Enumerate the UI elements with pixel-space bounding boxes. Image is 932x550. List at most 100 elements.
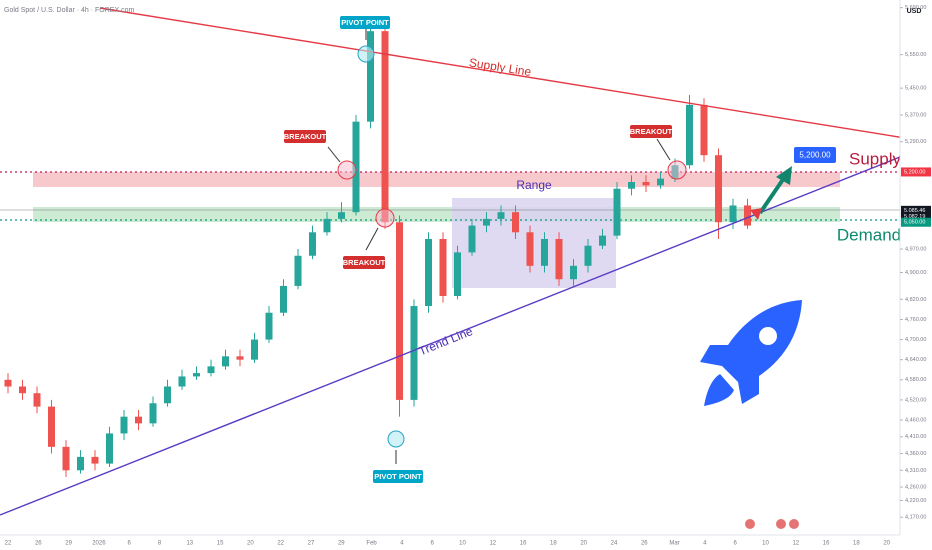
range-box — [452, 198, 616, 288]
candle-body — [729, 205, 737, 223]
x-tick-label: 16 — [823, 541, 830, 547]
candle-body — [396, 222, 403, 400]
candle-body — [483, 218, 490, 226]
pivot-circle — [357, 45, 375, 63]
demand-label: Demand — [837, 225, 901, 244]
connector — [365, 227, 379, 251]
candle-body — [468, 225, 476, 253]
x-tick-label: Mar — [669, 541, 679, 547]
x-tick-label: 12 — [489, 541, 496, 547]
candle-body — [526, 232, 534, 266]
price-axis — [900, 0, 932, 550]
price-tag-label: 5,085.46 — [904, 208, 925, 214]
candle-body — [135, 416, 142, 424]
event-flag — [776, 519, 786, 529]
candle-body — [294, 255, 302, 286]
supply-label: Supply — [849, 149, 901, 168]
pivot-label: PIVOT POINT — [374, 472, 422, 481]
price-tag — [901, 211, 931, 221]
x-tick-label: 13 — [186, 541, 193, 547]
x-tick-label: 20 — [580, 541, 587, 547]
price-tag — [901, 217, 931, 227]
y-tick-label: 4,700.00 — [905, 337, 926, 343]
price-tag — [901, 167, 931, 177]
candle-body — [91, 456, 99, 464]
rocket-window — [759, 327, 777, 345]
candle-body — [106, 433, 113, 464]
candle-body — [657, 178, 664, 186]
candle-body — [613, 188, 621, 236]
x-tick-label: 26 — [35, 541, 42, 547]
candle-body — [497, 212, 505, 219]
candle-body — [19, 386, 26, 394]
candle-body — [33, 393, 41, 407]
pivot-label: PIVOT POINT — [341, 18, 389, 27]
x-tick-label: 2026 — [92, 541, 106, 547]
y-tick-label: 5,690.00 — [905, 5, 926, 11]
candle-body — [570, 265, 577, 280]
candle-body — [512, 212, 519, 233]
x-tick-label: 6 — [431, 541, 435, 547]
y-tick-label: 4,410.00 — [905, 434, 926, 440]
x-tick-label: 18 — [550, 541, 557, 547]
range-label: Range — [516, 178, 552, 192]
candle-body — [323, 218, 331, 233]
candle-body — [193, 373, 200, 377]
price-tag-label: 5,050.00 — [904, 220, 925, 226]
x-tick-label: 24 — [611, 541, 618, 547]
x-tick-label: 16 — [520, 541, 527, 547]
y-tick-label: 5,550.00 — [905, 52, 926, 58]
candle-body — [584, 245, 592, 266]
chart-title: Gold Spot / U.S. Dollar · 4h · FOREX.com — [4, 7, 134, 14]
candle-body — [178, 376, 186, 387]
y-tick-label: 4,460.00 — [905, 417, 926, 423]
x-tick-label: Feb — [366, 541, 377, 547]
y-tick-label: 4,900.00 — [905, 270, 926, 276]
breakout-circle — [667, 160, 687, 180]
x-tick-label: 6 — [128, 541, 132, 547]
target-box — [794, 147, 836, 163]
label-box — [343, 256, 385, 269]
y-tick-label: 4,170.00 — [905, 515, 926, 521]
price-tag — [901, 205, 931, 215]
y-tick-label: 4,820.00 — [905, 297, 926, 303]
breakout-label: BREAKOUT — [284, 132, 327, 141]
candle-body — [555, 238, 563, 280]
x-tick-label: 22 — [277, 541, 284, 547]
candle-body — [251, 339, 258, 360]
y-tick-label: 4,760.00 — [905, 317, 926, 323]
candle-body — [352, 121, 360, 213]
candle-body — [149, 403, 157, 424]
candle-body — [207, 366, 215, 374]
x-tick-label: 18 — [853, 541, 860, 547]
candle-body — [744, 205, 751, 226]
candle-body — [48, 406, 55, 447]
x-tick-label: 26 — [641, 541, 648, 547]
target-label: 5,200.00 — [799, 151, 831, 160]
x-tick-label: 10 — [459, 541, 466, 547]
candle-body — [642, 182, 650, 186]
x-tick-label: 29 — [65, 541, 72, 547]
pivot-circle — [387, 430, 405, 448]
candle-body — [686, 104, 693, 166]
candle-body — [439, 238, 447, 296]
candle-body — [62, 446, 70, 471]
breakout-label: BREAKOUT — [343, 258, 386, 267]
x-tick-label: 20 — [883, 541, 890, 547]
x-tick-label: 4 — [400, 541, 404, 547]
x-tick-label: 20 — [247, 541, 254, 547]
y-tick-label: 5,370.00 — [905, 112, 926, 118]
y-tick-label: 4,220.00 — [905, 498, 926, 504]
y-tick-label: 4,640.00 — [905, 357, 926, 363]
candle-body — [236, 356, 244, 360]
y-tick-label: 4,970.00 — [905, 247, 926, 253]
connector — [327, 146, 341, 163]
candle-body — [454, 252, 461, 296]
candle-body — [425, 238, 432, 307]
rocket-body — [700, 300, 802, 404]
y-tick-label: 4,580.00 — [905, 377, 926, 383]
y-tick-label: 4,520.00 — [905, 397, 926, 403]
entry-marker — [750, 208, 762, 220]
demand-zone — [33, 207, 840, 222]
